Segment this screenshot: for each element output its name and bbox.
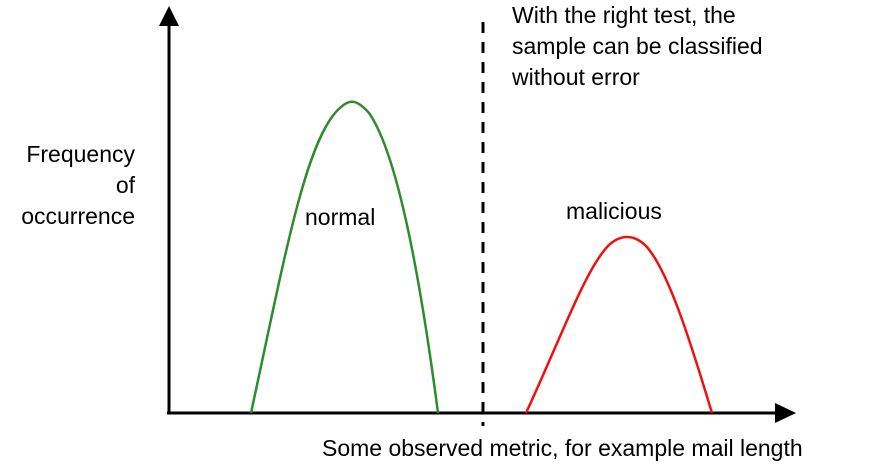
x-axis-arrowhead <box>775 403 796 423</box>
annotation-line: With the right test, the <box>512 2 736 28</box>
malicious-curve-label: malicious <box>566 198 662 224</box>
annotation-line: without error <box>512 64 640 90</box>
y-axis-label-line: of <box>115 172 135 198</box>
malicious-distribution-curve <box>524 235 714 414</box>
x-axis-label: Some observed metric, for example mail l… <box>322 435 803 461</box>
y-axis-label-line: Frequency <box>26 141 135 167</box>
normal-curve-label: normal <box>305 204 376 230</box>
y-axis-label-line: occurrence <box>21 203 135 229</box>
y-axis-arrowhead <box>159 6 179 26</box>
annotation-text: With the right test, the sample can be c… <box>512 0 763 93</box>
normal-distribution-curve <box>249 100 440 414</box>
annotation-line: sample can be classified <box>512 33 763 59</box>
y-axis-label: Frequency of occurrence <box>0 139 135 232</box>
